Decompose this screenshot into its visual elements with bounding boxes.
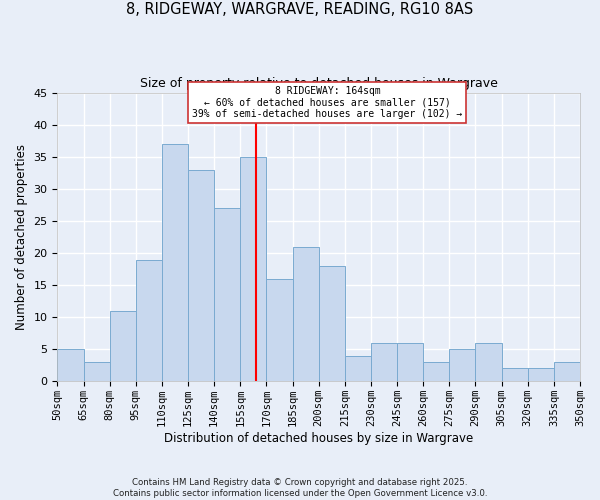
Bar: [162, 144, 188, 382]
Text: 8, RIDGEWAY, WARGRAVE, READING, RG10 8AS: 8, RIDGEWAY, WARGRAVE, READING, RG10 8AS: [127, 2, 473, 18]
X-axis label: Distribution of detached houses by size in Wargrave: Distribution of detached houses by size …: [164, 432, 473, 445]
Y-axis label: Number of detached properties: Number of detached properties: [15, 144, 28, 330]
Bar: [449, 350, 475, 382]
Bar: [319, 266, 345, 382]
Bar: [475, 343, 502, 382]
Bar: [110, 311, 136, 382]
Bar: [266, 279, 293, 382]
Bar: [58, 350, 83, 382]
Bar: [528, 368, 554, 382]
Bar: [502, 368, 528, 382]
Bar: [214, 208, 241, 382]
Bar: [136, 260, 162, 382]
Bar: [423, 362, 449, 382]
Bar: [293, 247, 319, 382]
Text: 8 RIDGEWAY: 164sqm
← 60% of detached houses are smaller (157)
39% of semi-detach: 8 RIDGEWAY: 164sqm ← 60% of detached hou…: [192, 86, 463, 120]
Bar: [345, 356, 371, 382]
Bar: [188, 170, 214, 382]
Bar: [554, 362, 580, 382]
Bar: [397, 343, 423, 382]
Bar: [241, 157, 266, 382]
Text: Contains HM Land Registry data © Crown copyright and database right 2025.
Contai: Contains HM Land Registry data © Crown c…: [113, 478, 487, 498]
Bar: [371, 343, 397, 382]
Title: Size of property relative to detached houses in Wargrave: Size of property relative to detached ho…: [140, 78, 497, 90]
Bar: [83, 362, 110, 382]
